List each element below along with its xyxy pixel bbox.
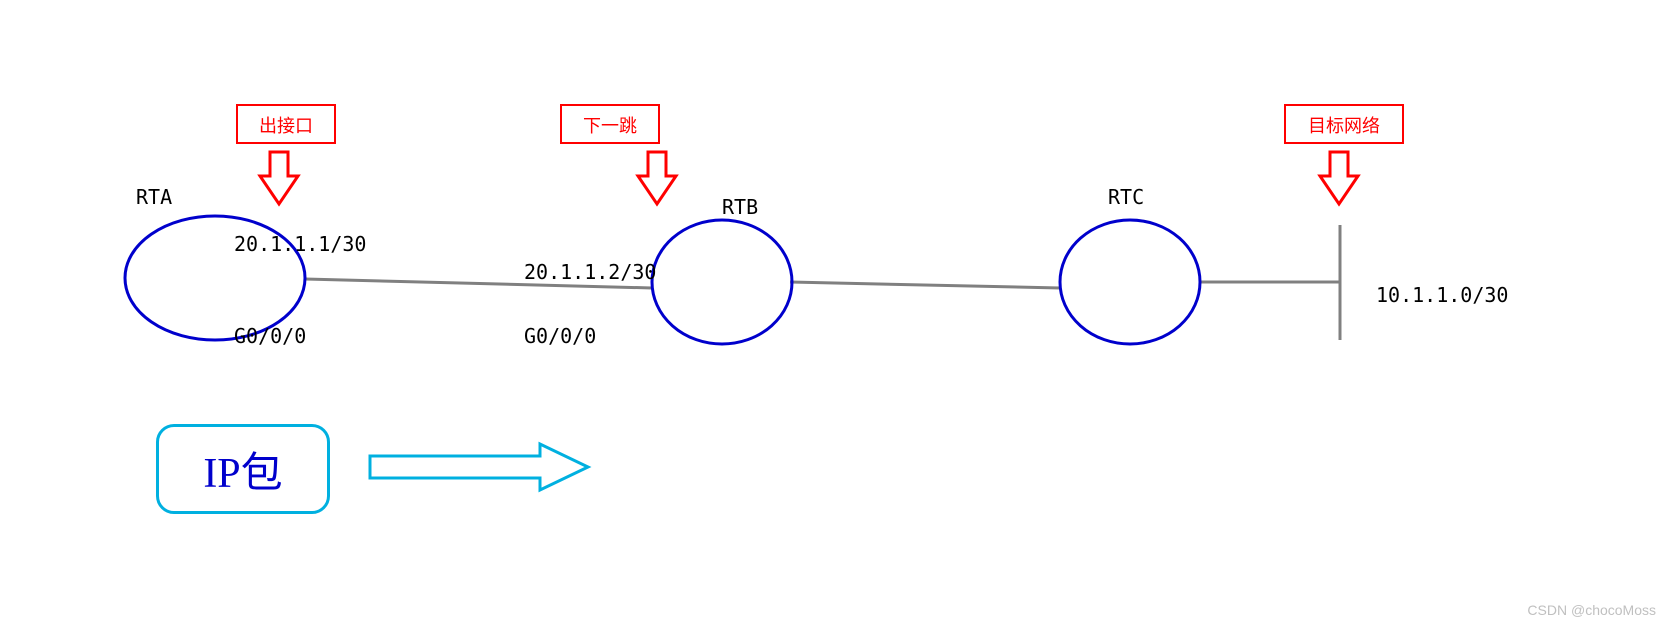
callout-next-hop: 下一跳 [560, 104, 660, 144]
link-rtb-rtc [790, 282, 1060, 288]
ip-label: 10.1.1.0/30 [1376, 283, 1508, 307]
port-label: G0/0/0 [524, 324, 596, 348]
callout-label: 出接口 [259, 116, 313, 136]
arrow-down-icon [1320, 152, 1358, 204]
callout-label: 下一跳 [583, 116, 637, 136]
port-label: G0/0/0 [234, 324, 306, 348]
ip-packet-box: IP包 [156, 424, 330, 514]
arrow-down-icon [260, 152, 298, 204]
callout-target-network: 目标网络 [1284, 104, 1404, 144]
callout-out-interface: 出接口 [236, 104, 336, 144]
watermark: CSDN @chocoMoss [1527, 602, 1656, 618]
arrow-down-icon [638, 152, 676, 204]
router-rta-label: RTA [136, 185, 172, 209]
router-rtc-icon [1060, 220, 1200, 344]
diagram-canvas [0, 0, 1666, 623]
callout-label: 目标网络 [1308, 116, 1380, 136]
router-rtb-icon [652, 220, 792, 344]
router-rtb-label: RTB [722, 195, 758, 219]
ip-label: 20.1.1.1/30 [234, 232, 366, 256]
ip-packet-label: IP包 [203, 439, 282, 500]
ip-label: 20.1.1.2/30 [524, 260, 656, 284]
flow-arrow-icon [370, 444, 588, 490]
router-rtc-label: RTC [1108, 185, 1144, 209]
